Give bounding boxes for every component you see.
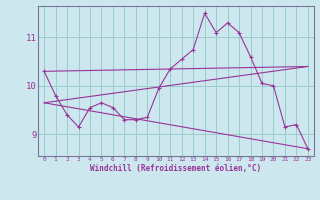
X-axis label: Windchill (Refroidissement éolien,°C): Windchill (Refroidissement éolien,°C) bbox=[91, 164, 261, 173]
